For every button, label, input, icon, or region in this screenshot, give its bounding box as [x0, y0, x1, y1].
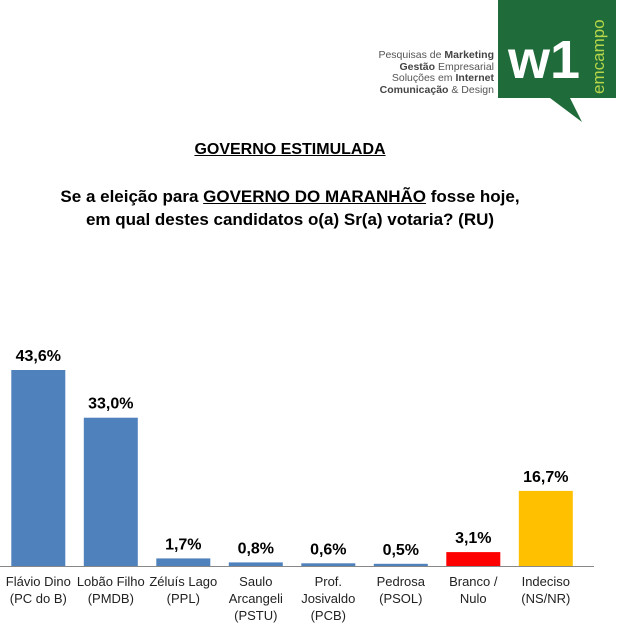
data-label-4: 0,6%: [310, 541, 346, 558]
category-label-6-1: Nulo: [460, 591, 487, 606]
brand-line-1: Pesquisas de Marketing: [378, 49, 494, 61]
bar-3: [228, 562, 283, 566]
category-label-7-1: (NS/NR): [521, 591, 570, 606]
category-label-5-1: (PSOL): [379, 591, 422, 606]
bar-5: [373, 563, 428, 566]
brand-tagline: Pesquisas de Marketing Gestão Empresaria…: [378, 49, 494, 96]
data-label-6: 3,1%: [455, 530, 491, 547]
category-label-4-1: Josivaldo: [301, 591, 355, 606]
category-label-7-0: Indeciso: [522, 574, 570, 589]
category-label-4-0: Prof.: [315, 574, 342, 589]
w1-logo: w1 emcampo: [498, 0, 616, 122]
data-label-0: 43,6%: [16, 348, 61, 365]
survey-question: Se a eleição para GOVERNO DO MARANHÃO fo…: [0, 185, 580, 231]
bar-7: [518, 490, 573, 566]
logo-speech-bubble: [498, 0, 616, 122]
bar-4: [301, 563, 356, 566]
category-label-4-2: (PCB): [311, 608, 346, 623]
category-label-6-0: Branco /: [449, 574, 498, 589]
category-label-1-1: (PMDB): [88, 591, 134, 606]
category-label-3-2: (PSTU): [234, 608, 277, 623]
bar-6: [446, 552, 501, 566]
category-label-5-0: Pedrosa: [377, 574, 426, 589]
category-label-2-1: (PPL): [167, 591, 200, 606]
question-line-2: em qual destes candidatos o(a) Sr(a) vot…: [85, 210, 495, 229]
brand-line-4: Comunicação & Design: [379, 83, 494, 96]
logo-text: w1: [507, 30, 580, 90]
brand-line-3: Soluções em Internet: [391, 72, 494, 84]
data-label-5: 0,5%: [383, 542, 419, 559]
data-label-1: 33,0%: [88, 396, 133, 413]
bar-1: [83, 417, 138, 566]
category-label-3-0: Saulo: [239, 574, 272, 589]
category-label-1-0: Lobão Filho: [77, 574, 145, 589]
bar-2: [156, 558, 211, 566]
data-label-7: 16,7%: [523, 469, 568, 486]
bar-0: [11, 370, 66, 566]
question-highlight: GOVERNO DO MARANHÃO: [203, 187, 427, 206]
section-title: GOVERNO ESTIMULADA: [194, 141, 386, 158]
category-label-0-0: Flávio Dino: [6, 574, 71, 589]
category-label-0-1: (PC do B): [10, 591, 67, 606]
brand-line-2: Gestão Empresarial: [399, 60, 494, 73]
category-label-2-0: Zéluís Lago: [149, 574, 217, 589]
data-label-2: 1,7%: [165, 536, 201, 553]
category-label-3-1: Arcangeli: [229, 591, 283, 606]
data-label-3: 0,8%: [238, 540, 274, 557]
question-line-1: Se a eleição para GOVERNO DO MARANHÃO fo…: [60, 187, 520, 206]
logo-side-text: emcampo: [589, 19, 608, 94]
